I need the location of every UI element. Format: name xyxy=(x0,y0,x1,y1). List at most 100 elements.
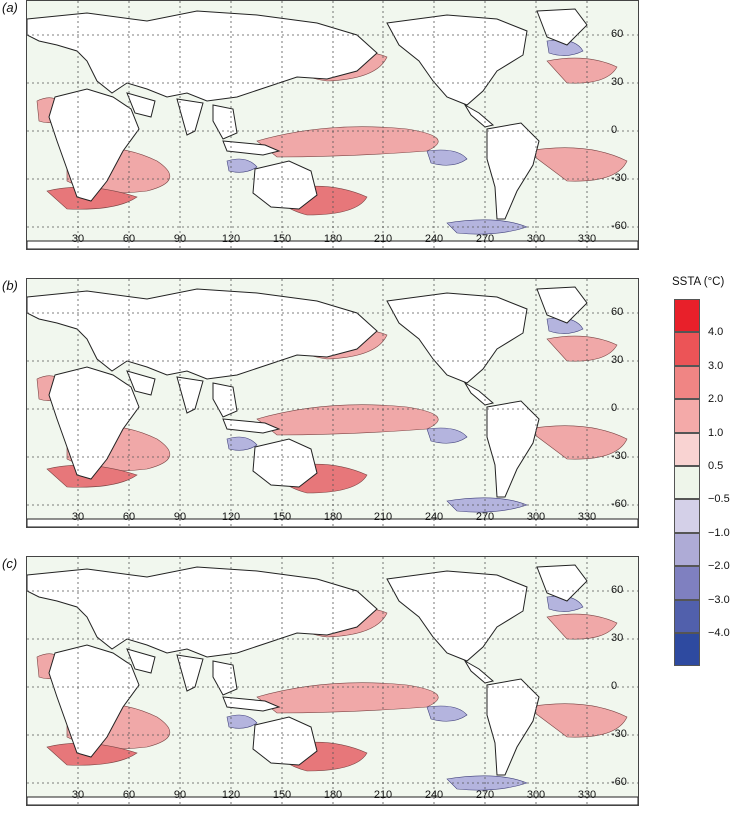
longitude-tick-label: 330 xyxy=(577,233,597,245)
land-central-america xyxy=(463,659,495,684)
legend-tick-label: 1.0 xyxy=(708,426,724,439)
longitude-tick-label: 270 xyxy=(475,233,495,245)
legend-tick-label: 2.0 xyxy=(708,393,724,406)
longitude-tick-label: 270 xyxy=(475,511,495,523)
longitude-tick-label: 30 xyxy=(71,789,85,801)
land-eurasia xyxy=(27,566,378,658)
negative-anomaly-region xyxy=(226,436,258,451)
land-indonesia xyxy=(222,696,281,712)
legend-swatch xyxy=(674,332,700,366)
longitude-tick-label: 90 xyxy=(173,511,187,523)
negative-anomaly-region xyxy=(426,427,468,444)
land-north-america xyxy=(386,292,528,384)
land-africa xyxy=(48,366,140,480)
positive-anomaly-region xyxy=(526,425,628,460)
latitude-tick-label: 30 xyxy=(611,632,624,644)
positive-anomaly-region xyxy=(256,682,439,714)
land-eurasia xyxy=(27,10,378,102)
longitude-tick-label: 60 xyxy=(122,789,136,801)
latitude-tick-label: 30 xyxy=(611,76,624,88)
legend-tick-label: −4.0 xyxy=(708,627,730,639)
longitude-tick-label: 90 xyxy=(173,233,187,245)
legend-swatch xyxy=(674,432,700,466)
longitude-tick-label: 210 xyxy=(373,511,393,523)
land-se-asia xyxy=(212,660,238,696)
panel-label: (b) xyxy=(2,278,18,293)
longitude-tick-label: 240 xyxy=(424,511,444,523)
legend-tick-label: −1.0 xyxy=(708,526,730,539)
land-south-america xyxy=(486,400,540,498)
longitude-tick-label: 210 xyxy=(373,233,393,245)
panel-label: (c) xyxy=(2,556,18,571)
land-central-america xyxy=(463,381,495,406)
latitude-tick-label: 0 xyxy=(611,680,618,692)
legend-swatch xyxy=(674,365,700,400)
longitude-tick-label: 300 xyxy=(526,511,546,523)
sst-anomaly-map: 30 60 90 120 150 180 210 240 270 300 330 60 30 0 -30 -6… xyxy=(26,0,639,250)
map-canvas xyxy=(27,557,638,805)
legend-swatch xyxy=(674,499,700,533)
latitude-tick-label: -30 xyxy=(611,728,627,740)
land-se-asia xyxy=(212,104,238,140)
legend-swatch xyxy=(674,299,700,333)
color-legend: SSTA (°C) 4.0 3.0 2.0 1.0 0.5 −0.5 −1.0 −2.0 −3.… xyxy=(672,275,737,667)
longitude-tick-label: 120 xyxy=(221,233,241,245)
land-eurasia xyxy=(27,288,378,380)
map-panel-c: (c) 30 60 90 120 150 180 210 240 270 300 330 60 30 0-… xyxy=(0,556,645,821)
map-panel-b: (b) 30 60 90 120 150 180 210 240 270 300 330 60 30 0-… xyxy=(0,278,645,543)
legend-tick-label: 3.0 xyxy=(708,359,724,372)
positive-anomaly-region xyxy=(256,404,439,436)
land-south-america xyxy=(486,122,540,220)
longitude-tick-label: 120 xyxy=(221,789,241,801)
panel-label: (a) xyxy=(2,0,18,15)
legend-swatch xyxy=(674,566,700,600)
longitude-tick-label: 330 xyxy=(577,511,597,523)
longitude-tick-label: 150 xyxy=(272,233,292,245)
land-india xyxy=(176,98,204,136)
latitude-tick-label: -60 xyxy=(611,498,627,510)
sst-anomaly-map: 30 60 90 120 150 180 210 240 270 300 330 60 30 0 -30 -6… xyxy=(26,278,639,528)
legend-swatch xyxy=(674,466,700,500)
legend-swatch xyxy=(674,399,700,433)
longitude-tick-label: 60 xyxy=(122,233,136,245)
longitude-tick-label: 150 xyxy=(272,511,292,523)
land-se-asia xyxy=(212,382,238,418)
longitude-tick-label: 270 xyxy=(475,789,495,801)
land-north-america xyxy=(386,14,528,106)
land-south-america xyxy=(486,678,540,776)
longitude-tick-label: 180 xyxy=(323,789,343,801)
map-canvas xyxy=(27,279,638,527)
land-australia xyxy=(252,716,318,766)
map-panel-a: (a) 30 60 90 120 150 180 210 240 270 300 330 60 30 0-… xyxy=(0,0,645,265)
positive-anomaly-region xyxy=(526,147,628,182)
land-australia xyxy=(252,160,318,210)
latitude-tick-label: -60 xyxy=(611,776,627,788)
latitude-tick-label: 60 xyxy=(611,584,624,596)
legend-tick-label: −0.5 xyxy=(708,493,730,506)
legend-tick-label: 0.5 xyxy=(708,460,724,472)
longitude-tick-label: 300 xyxy=(526,233,546,245)
sst-anomaly-map: 30 60 90 120 150 180 210 240 270 300 330 60 30 0 -30 -6… xyxy=(26,556,639,806)
land-arabia xyxy=(126,648,156,674)
latitude-tick-label: 0 xyxy=(611,124,618,136)
longitude-tick-label: 30 xyxy=(71,511,85,523)
longitude-tick-label: 300 xyxy=(526,789,546,801)
legend-tick-label: −3.0 xyxy=(708,593,730,606)
latitude-tick-label: 60 xyxy=(611,28,624,40)
latitude-tick-label: 30 xyxy=(611,354,624,366)
longitude-tick-label: 210 xyxy=(373,789,393,801)
land-africa xyxy=(48,88,140,202)
legend-title: SSTA (°C) xyxy=(672,276,725,288)
longitude-tick-label: 90 xyxy=(173,789,187,801)
legend-swatch xyxy=(674,532,700,567)
longitude-tick-label: 120 xyxy=(221,511,241,523)
latitude-tick-label: 0 xyxy=(611,402,618,414)
longitude-tick-label: 150 xyxy=(272,789,292,801)
legend-swatch xyxy=(674,633,700,667)
land-indonesia xyxy=(222,418,281,434)
negative-anomaly-region xyxy=(226,158,258,173)
land-arabia xyxy=(126,370,156,396)
longitude-tick-label: 180 xyxy=(323,233,343,245)
land-india xyxy=(176,654,204,692)
longitude-tick-label: 60 xyxy=(122,511,136,523)
